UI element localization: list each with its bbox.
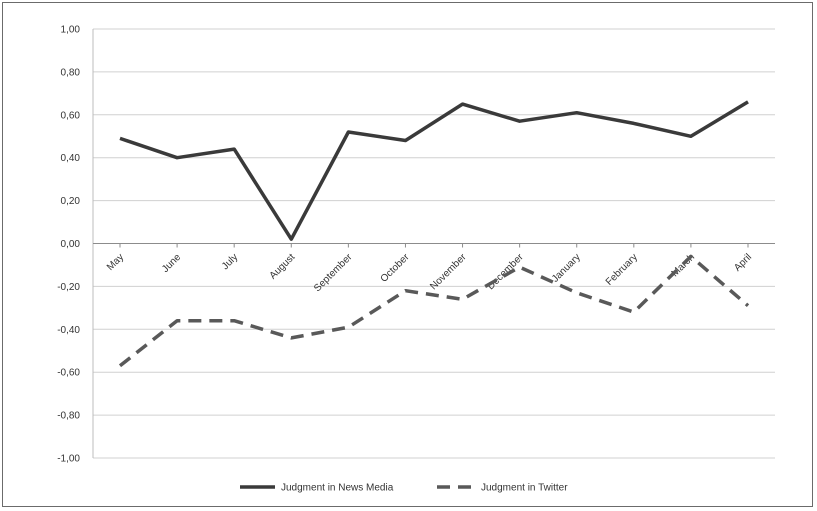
legend: Judgment in News Media Judgment in Twitt… [240, 483, 568, 494]
x-tick-label: February [604, 252, 640, 288]
legend-label-news-media: Judgment in News Media [281, 483, 394, 494]
series-line-news-media [119, 100, 749, 241]
legend-label-twitter: Judgment in Twitter [481, 483, 568, 494]
x-tick-label: September [312, 251, 355, 294]
x-tick-label: April [732, 252, 754, 274]
y-tick-label: -0,40 [57, 325, 80, 336]
y-tick-label: 0,00 [61, 239, 81, 250]
x-tick-label: June [160, 252, 183, 275]
y-tick-label: -0,60 [57, 368, 80, 379]
x-tick-label: May [105, 252, 126, 273]
x-tick-label: August [268, 252, 298, 282]
y-tick-label: 0,80 [61, 67, 81, 78]
x-tick-label: July [220, 252, 240, 272]
y-axis: 1,00 0,80 0,60 0,40 0,20 0,00 -0,20 -0,40 -0,60 -… [57, 25, 80, 465]
series-line-twitter [118, 254, 750, 368]
series-lines [118, 100, 750, 368]
y-tick-label: 0,40 [61, 153, 81, 164]
y-tick-label: -1,00 [57, 454, 80, 465]
y-tick-label: 0,20 [61, 196, 81, 207]
x-tick-label: October [379, 251, 412, 284]
y-tick-label: 0,60 [61, 110, 81, 121]
y-tick-label: -0,20 [57, 282, 80, 293]
x-tick-label: January [550, 252, 583, 285]
y-tick-label: -0,80 [57, 411, 80, 422]
y-tick-label: 1,00 [61, 25, 81, 36]
